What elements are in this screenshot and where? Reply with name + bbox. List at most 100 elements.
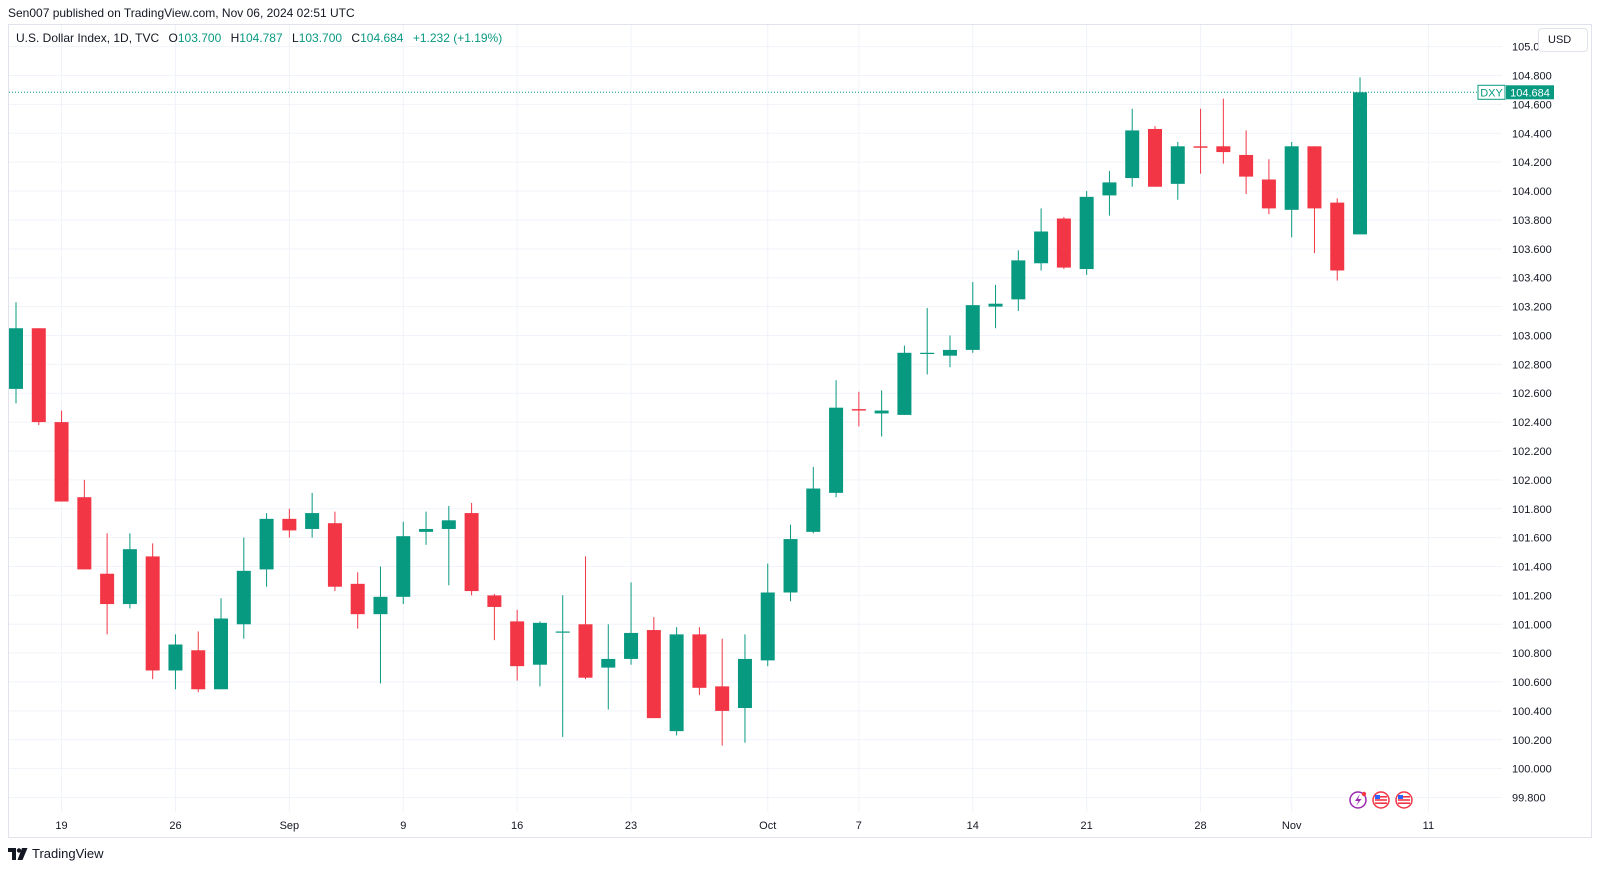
candle[interactable]	[1284, 141, 1299, 238]
candle[interactable]	[168, 634, 183, 690]
candle[interactable]	[1170, 141, 1185, 200]
candle-body	[1216, 146, 1231, 153]
candle[interactable]	[236, 537, 251, 639]
candle[interactable]	[1330, 198, 1345, 281]
candle[interactable]	[1148, 126, 1162, 187]
tradingview-logo-icon	[8, 847, 28, 860]
candle[interactable]	[54, 410, 69, 502]
candle[interactable]	[282, 508, 297, 538]
candle[interactable]	[624, 582, 639, 665]
candle[interactable]	[1056, 217, 1071, 270]
us-flag-icon[interactable]	[1395, 791, 1413, 809]
candle[interactable]	[122, 533, 137, 609]
candle[interactable]	[1102, 170, 1117, 216]
candle[interactable]	[965, 282, 980, 353]
event-icons[interactable]	[1349, 791, 1413, 809]
candle[interactable]	[692, 627, 707, 696]
candle[interactable]	[259, 513, 274, 587]
currency-button[interactable]: USD	[1538, 28, 1588, 52]
y-tick-label: 99.800	[1512, 793, 1546, 805]
x-tick-label: 16	[511, 820, 523, 832]
candle[interactable]	[1216, 98, 1231, 164]
legend-low-value: 103.700	[298, 31, 343, 45]
candle[interactable]	[1239, 130, 1254, 194]
candle[interactable]	[396, 521, 411, 605]
candle[interactable]	[327, 511, 342, 592]
y-tick-label: 103.400	[1512, 273, 1552, 285]
candle[interactable]	[1079, 191, 1094, 275]
lightning-icon[interactable]	[1349, 791, 1367, 809]
candle[interactable]	[373, 566, 388, 684]
candle[interactable]	[1125, 108, 1140, 187]
candle[interactable]	[874, 390, 889, 437]
candle[interactable]	[1034, 208, 1049, 271]
candle-body	[920, 352, 935, 354]
candle[interactable]	[760, 563, 775, 667]
candle[interactable]	[851, 391, 866, 427]
tradingview-footer[interactable]: TradingView	[8, 846, 104, 861]
last-price-symbol: DXY	[1480, 87, 1503, 99]
y-tick-label: 103.600	[1512, 244, 1552, 256]
candle[interactable]	[920, 308, 935, 375]
y-tick-label: 104.400	[1512, 128, 1552, 140]
candle-body	[829, 407, 844, 493]
candle[interactable]	[806, 466, 821, 534]
candle[interactable]	[191, 631, 206, 693]
y-tick-label: 101.200	[1512, 590, 1552, 602]
candle[interactable]	[350, 572, 365, 629]
candle-body	[122, 549, 137, 605]
candle-body	[646, 630, 661, 719]
candle[interactable]	[464, 502, 479, 596]
price-axis[interactable]: 105.000104.800104.600104.400104.200104.0…	[1512, 42, 1552, 805]
candle-body	[1170, 146, 1185, 184]
candle[interactable]	[646, 617, 661, 719]
candle-body	[1330, 202, 1345, 271]
candle[interactable]	[829, 380, 844, 498]
candle[interactable]	[487, 593, 502, 641]
y-tick-label: 104.200	[1512, 157, 1552, 169]
candle[interactable]	[214, 598, 229, 690]
candle[interactable]	[1307, 146, 1322, 254]
candle[interactable]	[532, 621, 547, 687]
candle-body	[464, 513, 479, 592]
x-tick-label: 7	[856, 820, 862, 832]
candle[interactable]	[669, 627, 684, 736]
candle[interactable]	[1011, 250, 1026, 311]
candle[interactable]	[578, 556, 593, 680]
candle[interactable]	[783, 524, 798, 602]
candle[interactable]	[897, 345, 912, 415]
candle[interactable]	[988, 284, 1003, 329]
candle[interactable]	[1353, 77, 1368, 235]
candle[interactable]	[510, 609, 525, 681]
candle-body	[760, 592, 775, 661]
candle[interactable]	[737, 634, 752, 743]
us-flag-icon[interactable]	[1372, 791, 1390, 809]
candle[interactable]	[419, 511, 434, 545]
candle-body	[350, 583, 365, 615]
time-axis[interactable]: 19 26 Sep 9 16 23 Oct 7 14 21 28 Nov 11	[55, 820, 1434, 832]
x-tick-label: 23	[625, 820, 637, 832]
legend-high-value: 104.787	[239, 31, 283, 45]
tradingview-brand: TradingView	[32, 846, 104, 861]
x-tick-label: 9	[400, 820, 406, 832]
last-price-tag[interactable]: DXY 104.684	[1477, 84, 1554, 100]
candle[interactable]	[100, 533, 115, 635]
candle[interactable]	[1261, 159, 1276, 215]
candle[interactable]	[31, 328, 46, 425]
candle[interactable]	[441, 505, 456, 586]
legend-close-label: C	[351, 31, 361, 45]
candle[interactable]	[145, 543, 160, 680]
candle[interactable]	[942, 335, 957, 368]
candle[interactable]	[601, 624, 616, 710]
candle-body	[282, 518, 297, 531]
x-tick-label: 14	[967, 820, 979, 832]
candle[interactable]	[555, 595, 570, 737]
last-price-layer: DXY 104.684	[9, 84, 1554, 100]
candle-body	[783, 539, 798, 593]
candle[interactable]	[9, 302, 23, 404]
candle[interactable]	[77, 479, 92, 570]
candle[interactable]	[1193, 108, 1208, 174]
candle[interactable]	[715, 638, 730, 746]
candle[interactable]	[305, 492, 320, 538]
